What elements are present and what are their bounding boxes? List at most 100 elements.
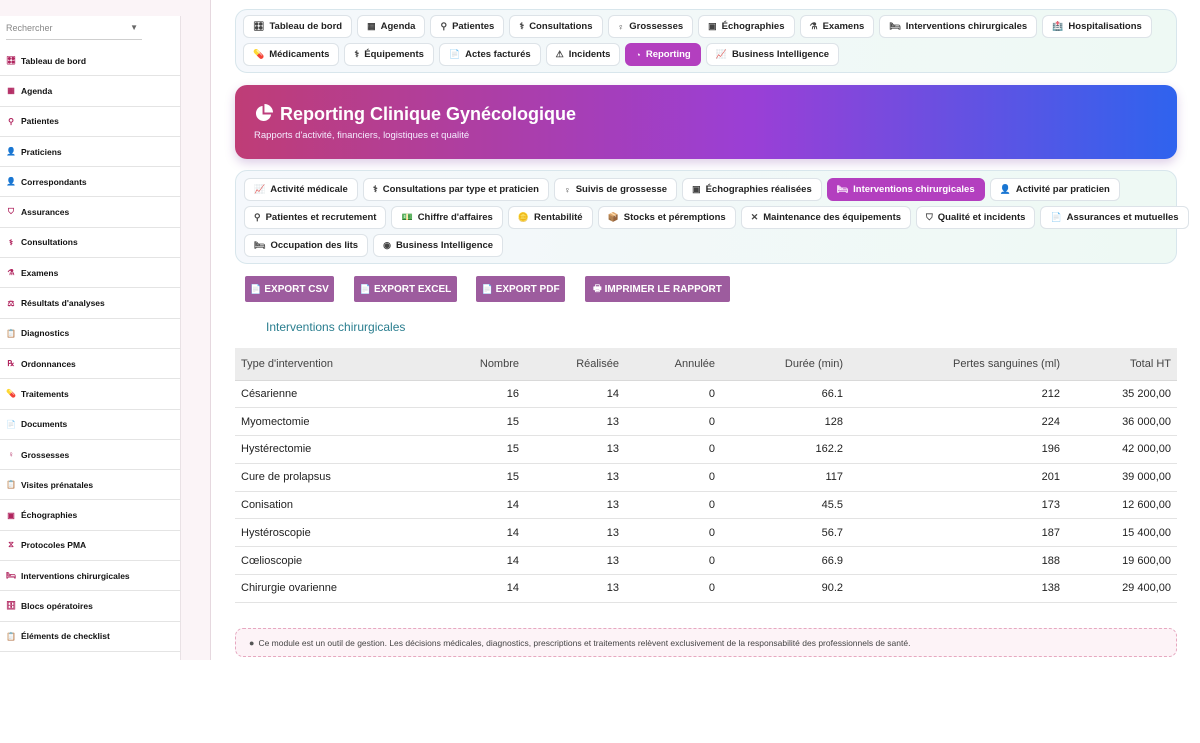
sidebar-item-tableau-de-bord[interactable]: 🎛 Tableau de bord <box>0 46 181 77</box>
sidebar-item-correspondants[interactable]: 👤 Correspondants <box>0 167 181 198</box>
sidebar-item-consultations[interactable]: ⚕ Consultations <box>0 228 181 259</box>
sidebar-item-diagnostics[interactable]: 📋 Diagnostics <box>0 319 181 349</box>
print-report-button[interactable]: 🖶 IMPRIMER LE RAPPORT <box>585 276 730 302</box>
tab-consultations[interactable]: ⚕ Consultations <box>509 15 603 38</box>
report-tabs-row-1: 📈 Activité médicale ⚕ Consultations par typ… <box>244 178 1176 201</box>
table-cell: 0 <box>625 574 721 603</box>
sidebar-item-examens[interactable]: ⚗ Examens <box>0 258 181 289</box>
report-tab-patientes-et-recrutement[interactable]: ⚲ Patientes et recrutement <box>244 206 387 229</box>
report-tab-consultations-par-type-et-praticien[interactable]: ⚕ Consultations par type et praticien <box>362 178 549 201</box>
table-cell: 15 <box>449 435 525 464</box>
table-row: Chirurgie ovarienne 14 13 0 90.2 138 29 400,00 <box>235 574 1177 603</box>
sidebar-item-ordonnances[interactable]: ℞ Ordonnances <box>0 349 181 380</box>
report-tab-maintenance-des-equipements[interactable]: ✕ Maintenance des équipements <box>740 206 912 229</box>
tab-icon: 👤 <box>999 184 1011 194</box>
sidebar-item-traitements[interactable]: 💊 Traitements <box>0 379 181 410</box>
report-tab-occupation-des-lits[interactable]: 🛏 Occupation des lits <box>244 234 369 257</box>
sidebar-item-documents[interactable]: 📄 Documents <box>0 410 181 440</box>
main-nav: 🎛 Tableau de bord ▦ Agenda ⚲ Patientes ⚕ Consul… <box>235 9 1177 73</box>
tab-echographies[interactable]: ▣ Échographies <box>698 15 795 38</box>
column-header-pertes-sanguines-ml: Pertes sanguines (ml) <box>849 348 1066 381</box>
tab-label: Reporting <box>645 49 691 60</box>
report-tab-rentabilite[interactable]: 🪙 Rentabilité <box>507 206 593 229</box>
sidebar-item-label: Examens <box>21 267 59 278</box>
sidebar-item-praticiens[interactable]: 👤 Praticiens <box>0 137 181 168</box>
sidebar-item-icon: 📋 <box>6 480 16 490</box>
sidebar-item-label: Consultations <box>21 237 78 248</box>
tab-interventions-chirurgicales[interactable]: 🛏 Interventions chirurgicales <box>879 15 1038 38</box>
export-excel-button[interactable]: 📄 EXPORT EXCEL <box>354 276 457 302</box>
export-pdf-button[interactable]: 📄 EXPORT PDF <box>476 276 565 302</box>
tab-icon: 📈 <box>254 184 266 194</box>
tab-label: Business Intelligence <box>395 240 494 251</box>
table-cell: 14 <box>449 574 525 603</box>
table-cell: 0 <box>625 546 721 576</box>
sidebar-item-interventions-chirurgicales[interactable]: 🛏 Interventions chirurgicales <box>0 561 181 592</box>
chevron-down-icon[interactable]: ▼ <box>130 23 138 32</box>
tab-grossesses[interactable]: ♀ Grossesses <box>607 15 694 38</box>
report-tab-activite-medicale[interactable]: 📈 Activité médicale <box>244 178 358 201</box>
tab-business-intelligence[interactable]: 📈 Business Intelligence <box>705 43 840 66</box>
tab-hospitalisations[interactable]: 🏥 Hospitalisations <box>1042 15 1152 38</box>
table-cell: 201 <box>849 463 1066 492</box>
sidebar-item-visites-prenatales[interactable]: 📋 Visites prénatales <box>0 470 181 501</box>
column-header-nombre: Nombre <box>449 348 525 381</box>
sidebar-item-resultats-d-analyses[interactable]: ⚖ Résultats d'analyses <box>0 288 181 319</box>
report-tab-chiffre-d-affaires[interactable]: 💵 Chiffre d'affaires <box>391 206 503 229</box>
sidebar-item-icon: 📄 <box>6 419 16 429</box>
table-cell: 224 <box>849 407 1066 437</box>
tab-label: Patientes et recrutement <box>265 212 377 223</box>
sidebar-item-icon: ⚕ <box>8 237 14 247</box>
sidebar-item-icon: 👤 <box>6 147 16 157</box>
search-input[interactable]: Rechercher ▼ <box>6 20 142 40</box>
sidebar-item-label: Tableau de bord <box>21 55 87 66</box>
table-cell: 13 <box>525 491 625 520</box>
sidebar-item-icon: 🛏 <box>6 571 17 581</box>
table-cell: 15 <box>449 463 525 492</box>
report-tab-assurances-et-mutuelles[interactable]: 📄 Assurances et mutuelles <box>1040 206 1189 229</box>
sidebar-item-elements-de-checklist[interactable]: 📋 Éléments de checklist <box>0 622 181 652</box>
tab-icon: 🎛 <box>253 21 265 31</box>
report-tab-interventions-chirurgicales[interactable]: 🛏 Interventions chirurgicales <box>826 178 985 201</box>
tab-label: Tableau de bord <box>269 21 343 32</box>
tab-reporting[interactable]: ◔ Reporting <box>625 43 701 66</box>
report-tab-echographies-realisees[interactable]: ▣ Échographies réalisées <box>682 178 822 201</box>
tab-tableau-de-bord[interactable]: 🎛 Tableau de bord <box>243 15 353 38</box>
column-header-total-ht: Total HT <box>1066 348 1177 381</box>
table-cell: 13 <box>525 574 625 603</box>
sidebar-item-icon: ⚗ <box>7 268 15 278</box>
tab-examens[interactable]: ⚗ Examens <box>799 15 875 38</box>
file-icon: 📄 <box>359 283 371 294</box>
tab-actes-factures[interactable]: 📄 Actes facturés <box>438 43 541 66</box>
sidebar-item-protocoles-pma[interactable]: ⧖ Protocoles PMA <box>0 531 181 562</box>
tab-label: Suivis de grossesse <box>575 184 668 195</box>
tab-incidents[interactable]: ⚠ Incidents <box>545 43 621 66</box>
tab-icon: ◉ <box>383 240 391 250</box>
sidebar-item-assurances[interactable]: ⛉ Assurances <box>0 197 181 228</box>
tab-agenda[interactable]: ▦ Agenda <box>357 15 426 38</box>
table-cell: Césarienne <box>235 380 449 409</box>
tab-equipements[interactable]: ⚕ Équipements <box>344 43 434 66</box>
sidebar-item-label: Praticiens <box>21 146 62 157</box>
sidebar-item-blocs-operatoires[interactable]: 🗄 Blocs opératoires <box>0 591 181 622</box>
sidebar-item-patientes[interactable]: ⚲ Patientes <box>0 107 181 137</box>
tab-label: Activité par praticien <box>1015 184 1110 195</box>
report-tab-business-intelligence[interactable]: ◉ Business Intelligence <box>373 234 504 257</box>
sidebar-item-echographies[interactable]: ▣ Échographies <box>0 500 181 531</box>
sidebar-item-agenda[interactable]: ▦ Agenda <box>0 76 181 107</box>
tab-icon: ▣ <box>708 21 717 31</box>
report-tab-stocks-et-peremptions[interactable]: 📦 Stocks et péremptions <box>597 206 736 229</box>
sidebar-item-label: Traitements <box>21 388 69 399</box>
tab-medicaments[interactable]: 💊 Médicaments <box>243 43 340 66</box>
export-csv-button[interactable]: 📄 EXPORT CSV <box>245 276 334 302</box>
tab-icon: 💵 <box>401 212 413 222</box>
report-tab-qualite-et-incidents[interactable]: ⛉ Qualité et incidents <box>916 206 1036 229</box>
report-tab-suivis-de-grossesse[interactable]: ♀ Suivis de grossesse <box>553 178 678 201</box>
sidebar-item-grossesses[interactable]: ♀ Grossesses <box>0 440 181 471</box>
tab-patientes[interactable]: ⚲ Patientes <box>430 15 505 38</box>
tab-label: Incidents <box>568 49 611 60</box>
interventions-table: Type d'intervention Nombre Réalisée Annulée… <box>235 348 1177 603</box>
table-cell: 12 600,00 <box>1066 491 1177 520</box>
report-tab-activite-par-praticien[interactable]: 👤 Activité par praticien <box>989 178 1120 201</box>
tab-icon: ▣ <box>692 184 701 194</box>
